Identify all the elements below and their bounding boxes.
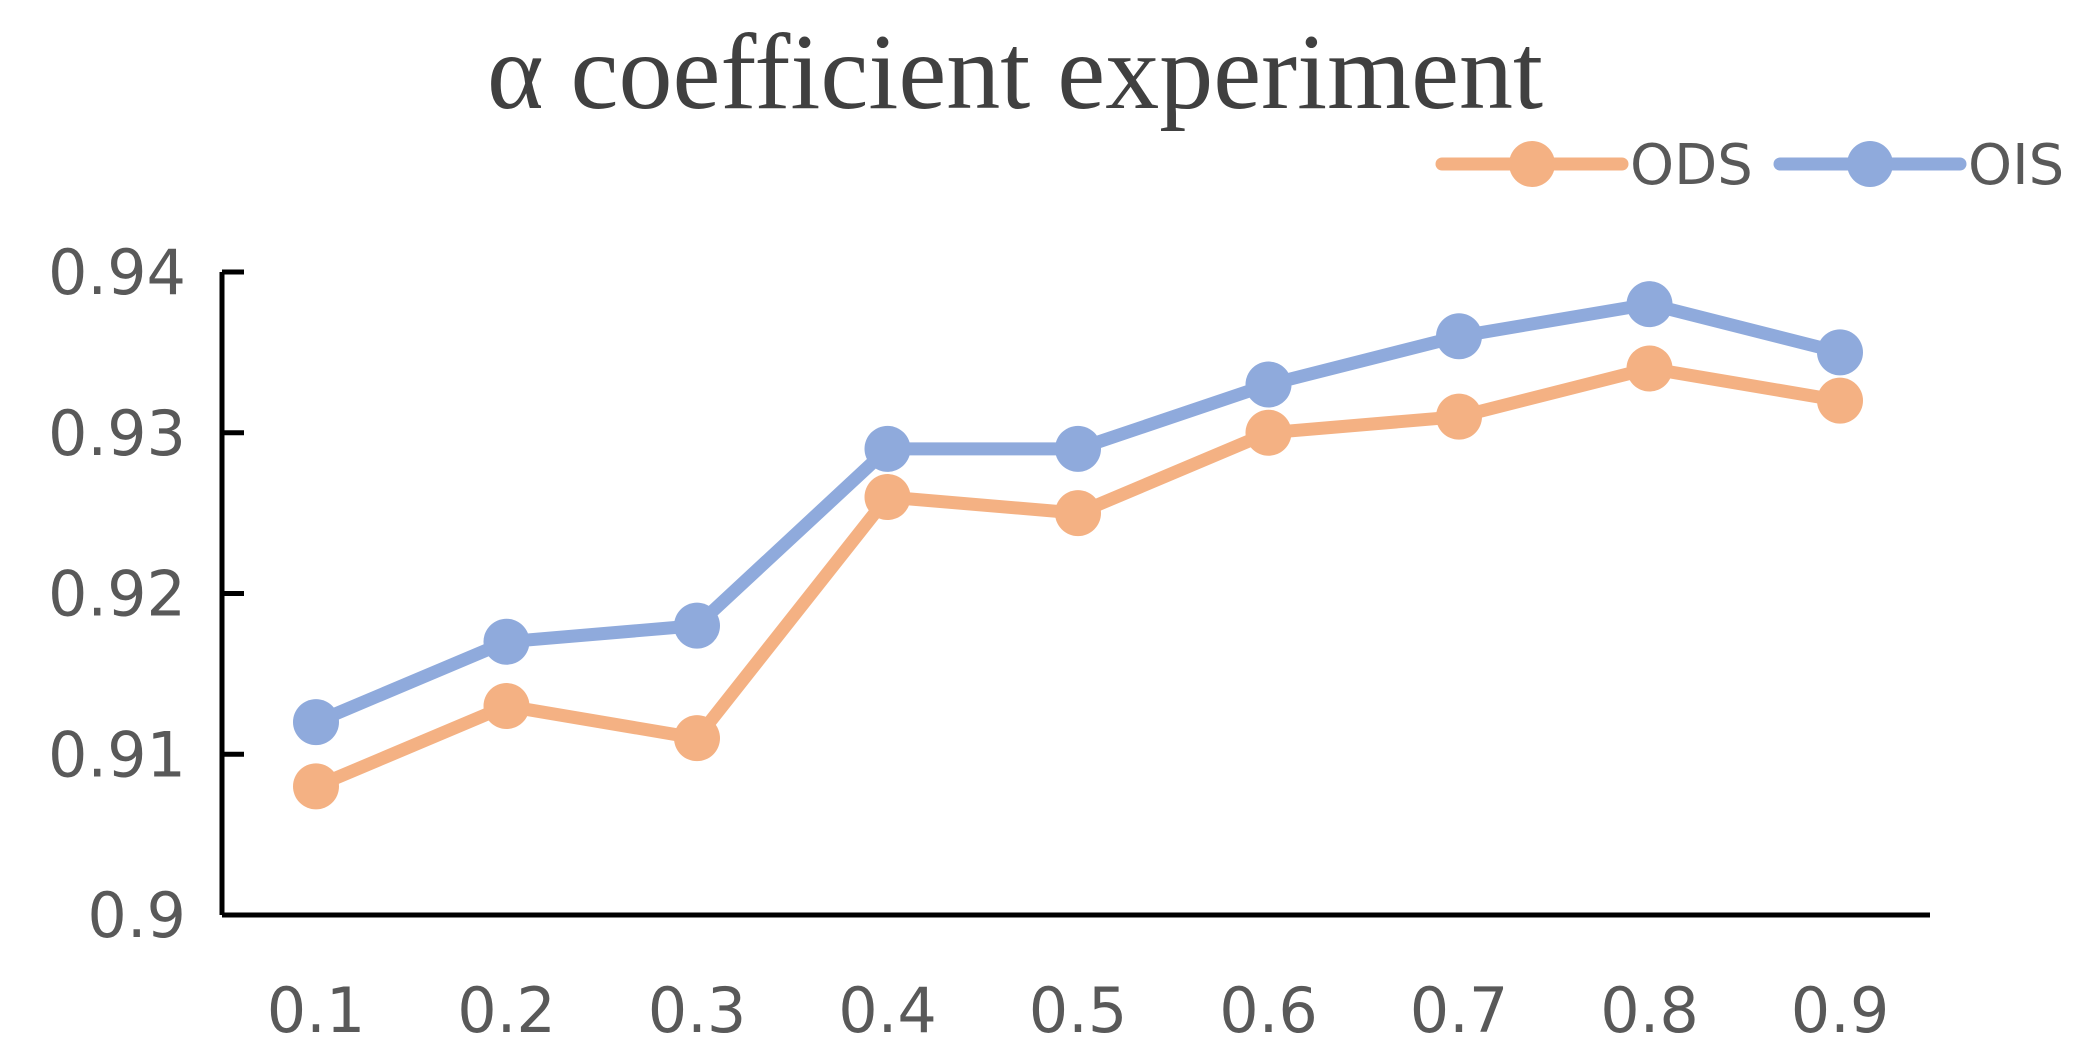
legend-item-ois: OIS: [1773, 133, 2064, 198]
x-tick-label: 0.7: [1410, 974, 1509, 1047]
y-tick-label: 0.93: [48, 397, 186, 470]
series-ods: [293, 345, 1863, 810]
x-tick-label: 0.2: [457, 974, 556, 1047]
legend: ODS OIS: [1435, 133, 2064, 198]
series-ois: [293, 281, 1863, 746]
legend-marker: [1847, 141, 1893, 187]
data-point-ods: [293, 763, 339, 810]
x-tick-label: 0.1: [267, 974, 366, 1047]
data-point-ods: [1626, 345, 1673, 392]
data-point-ods: [1436, 393, 1482, 440]
chart-title: α coefficient experiment: [487, 13, 1543, 132]
legend-label: ODS: [1630, 133, 1753, 198]
data-point-ods: [864, 474, 911, 521]
legend-label: OIS: [1968, 133, 2064, 198]
data-point-ois: [1817, 329, 1863, 376]
data-point-ods: [674, 715, 720, 762]
y-tick-label: 0.91: [48, 718, 186, 791]
data-point-ois: [483, 618, 530, 665]
data-point-ods: [483, 683, 530, 730]
data-point-ois: [1245, 361, 1292, 408]
series-layer: [293, 281, 1863, 810]
data-point-ois: [674, 602, 720, 649]
data-point-ods: [1055, 490, 1101, 537]
data-point-ois: [1626, 281, 1673, 328]
y-tick-label: 0.9: [87, 879, 186, 952]
data-point-ois: [1436, 313, 1482, 360]
x-axis: 0.1 0.2 0.3 0.4 0.5 0.6 0.7 0.8 0.9: [222, 912, 1930, 1047]
x-tick-label: 0.8: [1600, 974, 1699, 1047]
x-tick-label: 0.9: [1791, 974, 1890, 1047]
data-point-ods: [1817, 377, 1863, 424]
y-axis: 0.9 0.91 0.92 0.93 0.94: [48, 236, 244, 952]
data-point-ois: [864, 425, 911, 472]
legend-marker: [1509, 141, 1555, 187]
y-tick-label: 0.94: [48, 236, 186, 309]
data-point-ois: [293, 699, 339, 746]
y-tick-label: 0.92: [48, 558, 186, 631]
x-tick-label: 0.3: [648, 974, 747, 1047]
data-point-ois: [1055, 425, 1101, 472]
data-point-ods: [1245, 409, 1292, 456]
legend-item-ods: ODS: [1435, 133, 1753, 198]
x-tick-label: 0.4: [838, 974, 937, 1047]
x-tick-label: 0.6: [1219, 974, 1318, 1047]
x-tick-label: 0.5: [1029, 974, 1128, 1047]
